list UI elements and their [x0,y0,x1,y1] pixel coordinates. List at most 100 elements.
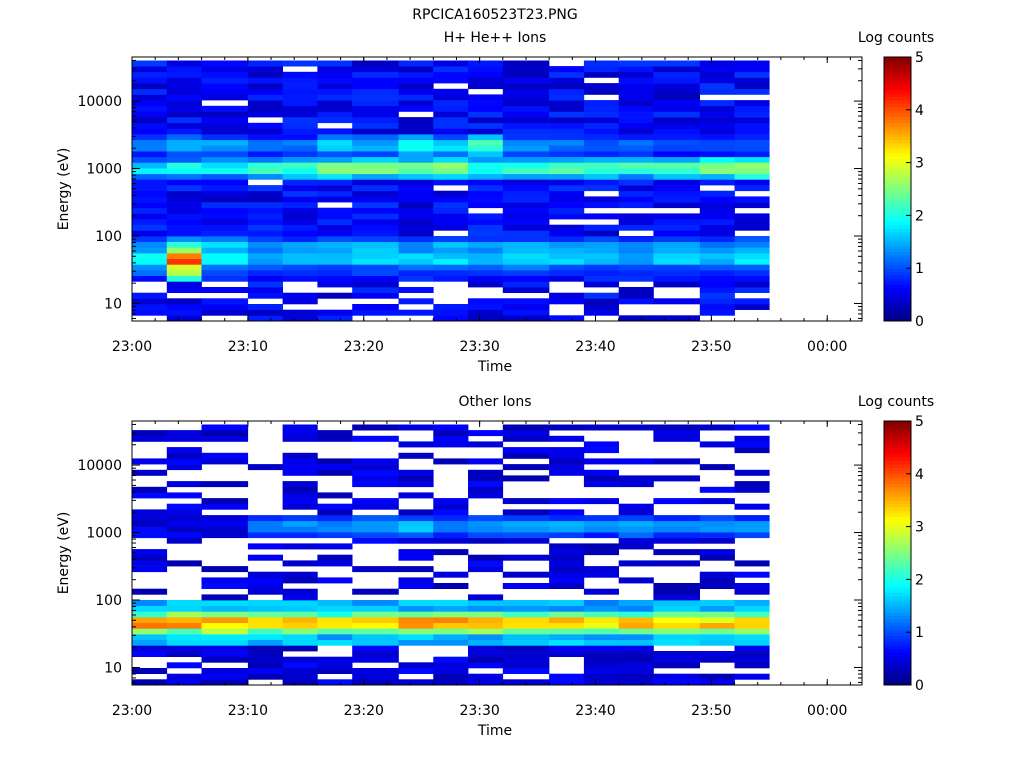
heatmap-cell [398,162,434,169]
heatmap-cell [282,139,318,146]
heatmap-cell [201,179,249,186]
heatmap-cell [247,600,283,606]
heatmap-cell [583,202,619,209]
heatmap-cell [433,219,469,225]
heatmap-cell [166,128,202,135]
heatmap-cell [282,60,318,67]
heatmap-cell [166,77,202,84]
heatmap-cell [352,679,399,686]
heatmap-cell [502,105,550,112]
heatmap-cell [317,151,353,158]
heatmap-cell [549,515,585,522]
heatmap-cell [398,236,434,242]
heatmap-cell [282,179,318,186]
heatmap-cell [398,441,434,448]
heatmap-cell [502,202,550,209]
heatmap-cell [201,520,249,527]
heatmap-cell [699,151,735,158]
heatmap-cell [699,673,735,680]
heatmap-cell [247,515,283,522]
heatmap-cell [352,605,399,612]
heatmap-cell [433,236,469,242]
heatmap-cell [282,134,318,141]
heatmap-cell [549,213,585,220]
colorbar-step [884,424,911,428]
heatmap-cell [282,258,318,265]
heatmap-cell [166,66,202,73]
heatmap-cell [352,213,399,220]
heatmap-cell [549,253,585,259]
heatmap-cell [549,241,585,248]
heatmap-cell [583,304,619,310]
heatmap-cell [282,464,318,471]
heatmap-cell [201,128,249,135]
colorbar-step [884,529,911,534]
heatmap-cell [734,622,770,629]
heatmap-cell [282,315,318,322]
heatmap-cell [583,475,619,482]
heatmap-cell [502,179,550,186]
heatmap-cell [398,71,434,78]
heatmap-cell [132,679,168,686]
heatmap-cell [699,515,735,522]
heatmap-cell [247,190,283,197]
heatmap-cell [699,304,735,310]
colorbar-step [884,212,911,216]
colorbar-step [884,175,911,180]
heatmap-cell [166,156,202,163]
heatmap-cell [247,673,283,680]
heatmap-cell [699,628,735,635]
heatmap-cell [282,83,318,90]
heatmap-cell [201,452,249,459]
heatmap-cell [549,151,585,158]
heatmap-cell [618,151,654,158]
heatmap-cell [201,213,249,220]
heatmap-cell [398,66,434,73]
heatmap-cell [653,213,700,220]
heatmap-cell [132,241,168,248]
heatmap-cell [618,219,654,225]
heatmap-cell [653,270,700,276]
heatmap-cell [132,515,168,522]
heatmap-cell [549,292,585,299]
colorbar-step [884,152,911,157]
heatmap-cell [653,196,700,203]
colorbar-step [884,109,911,114]
heatmap-cell [734,151,770,158]
heatmap-cell [282,128,318,135]
heatmap-cell [734,241,770,248]
heatmap-cell [247,185,283,192]
heatmap-cell [282,617,318,623]
heatmap-cell [398,275,434,282]
heatmap-cell [583,532,619,539]
heatmap-cell [166,503,202,510]
y-tick-label: 10000 [77,94,122,110]
heatmap-cell [282,668,318,674]
heatmap-cell [549,298,585,305]
heatmap-cell [502,447,550,454]
heatmap-cell [282,435,318,442]
heatmap-cell [282,224,318,231]
heatmap-cell [583,236,619,242]
heatmap-cell [282,673,318,680]
heatmap-cell [132,486,168,493]
heatmap-cell [247,617,283,623]
heatmap-cell [618,117,654,124]
heatmap-cell [653,430,700,437]
heatmap-cell [247,224,283,231]
heatmap-cell [247,275,283,282]
heatmap-cell [352,435,399,442]
heatmap-cell [433,145,469,152]
heatmap-cell [653,128,700,135]
heatmap-cell [132,145,168,152]
heatmap-cell [468,611,504,618]
heatmap-cell [502,270,550,276]
heatmap-cell [247,207,283,214]
heatmap-cell [468,253,504,259]
heatmap-cell [317,241,353,248]
colorbar-step [884,261,911,266]
heatmap-cell [699,281,735,288]
heatmap-cell [247,656,283,663]
heatmap-cell [502,156,550,163]
heatmap-cell [653,264,700,271]
